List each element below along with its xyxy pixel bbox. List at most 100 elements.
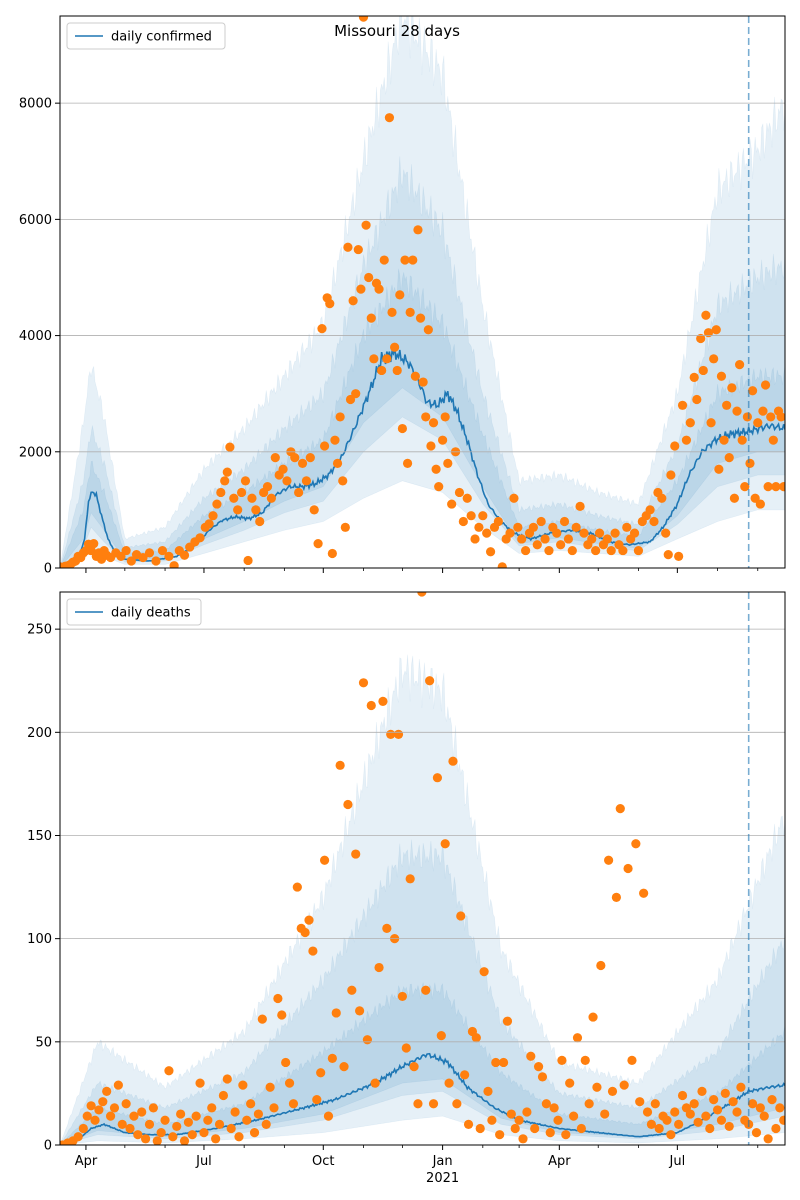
data-point bbox=[627, 1055, 637, 1065]
y-tick-label: 0 bbox=[44, 562, 52, 577]
data-point bbox=[358, 16, 369, 22]
data-point bbox=[677, 1090, 688, 1101]
data-point bbox=[580, 1055, 590, 1065]
data-point bbox=[89, 539, 99, 549]
deaths-chart: 0 50 100 150 200 250 Apr Jul Oct Jan Apr Jul 2021 dai… bbox=[27, 591, 786, 1186]
data-point bbox=[775, 1103, 785, 1113]
data-point bbox=[670, 1107, 680, 1117]
data-point bbox=[390, 342, 400, 352]
data-point bbox=[204, 519, 214, 529]
data-point bbox=[364, 272, 374, 283]
data-point bbox=[454, 487, 465, 498]
data-point bbox=[144, 548, 155, 558]
data-point bbox=[528, 522, 538, 532]
data-point bbox=[513, 522, 523, 532]
data-point bbox=[448, 756, 458, 766]
data-point bbox=[495, 1130, 505, 1140]
y-tick-label: 250 bbox=[27, 623, 52, 638]
data-point bbox=[405, 874, 415, 884]
data-point bbox=[674, 1119, 684, 1129]
data-point bbox=[317, 324, 327, 334]
data-point bbox=[117, 1119, 127, 1129]
data-point bbox=[719, 435, 729, 445]
data-point bbox=[776, 412, 785, 422]
data-point bbox=[86, 1101, 96, 1111]
data-point bbox=[218, 1090, 229, 1101]
data-point bbox=[740, 482, 750, 492]
data-point bbox=[431, 464, 441, 474]
data-point bbox=[216, 487, 226, 498]
uncertainty-band-1 bbox=[60, 16, 785, 568]
data-point bbox=[234, 1132, 244, 1142]
data-point bbox=[705, 1123, 715, 1134]
data-point bbox=[214, 1119, 225, 1129]
data-point bbox=[716, 1115, 727, 1125]
data-point bbox=[663, 550, 673, 560]
data-point bbox=[109, 1103, 120, 1113]
data-point bbox=[432, 773, 443, 783]
data-point bbox=[351, 849, 361, 859]
plot-area bbox=[60, 16, 785, 568]
data-point bbox=[249, 1128, 260, 1138]
data-point bbox=[631, 839, 641, 849]
series-line bbox=[60, 1052, 785, 1145]
data-point bbox=[742, 412, 752, 422]
data-point bbox=[226, 1123, 236, 1134]
data-point bbox=[482, 528, 492, 538]
data-point bbox=[290, 453, 300, 463]
data-point bbox=[565, 1078, 575, 1088]
data-point bbox=[552, 528, 562, 538]
data-point bbox=[281, 1057, 291, 1068]
data-point bbox=[304, 915, 314, 925]
data-point bbox=[670, 441, 680, 451]
data-point bbox=[602, 534, 612, 544]
data-point bbox=[561, 1130, 571, 1140]
legend: daily confirmed bbox=[66, 22, 226, 50]
data-point bbox=[305, 453, 315, 463]
data-point bbox=[537, 1072, 548, 1082]
data-point bbox=[642, 1107, 653, 1117]
data-point bbox=[724, 1121, 734, 1132]
data-point bbox=[615, 804, 625, 814]
data-point bbox=[366, 700, 376, 711]
data-point bbox=[594, 528, 605, 538]
data-point bbox=[506, 1109, 516, 1119]
data-point bbox=[423, 325, 433, 335]
data-point bbox=[436, 1031, 446, 1041]
data-point bbox=[569, 1111, 579, 1121]
data-point bbox=[156, 1128, 166, 1138]
data-point bbox=[549, 1103, 559, 1113]
data-point bbox=[395, 290, 405, 300]
data-point bbox=[462, 493, 472, 503]
data-point bbox=[418, 377, 428, 387]
data-point bbox=[312, 1095, 322, 1105]
data-point bbox=[421, 412, 431, 422]
data-point bbox=[397, 423, 407, 434]
data-point bbox=[246, 1099, 256, 1109]
data-point bbox=[401, 1043, 411, 1053]
plot-content bbox=[60, 16, 785, 568]
data-point bbox=[255, 516, 265, 527]
y-tick-label: 150 bbox=[27, 829, 52, 844]
data-point bbox=[701, 1111, 711, 1121]
data-point bbox=[487, 1115, 497, 1125]
x-tick-label: Jul bbox=[669, 1154, 686, 1169]
data-point bbox=[98, 1097, 108, 1107]
data-point bbox=[456, 911, 466, 921]
data-point bbox=[402, 458, 413, 469]
data-point bbox=[323, 1111, 334, 1121]
data-point bbox=[292, 882, 302, 892]
data-point bbox=[502, 1016, 513, 1026]
data-point bbox=[125, 1123, 135, 1134]
data-point bbox=[443, 458, 453, 469]
data-point bbox=[518, 1134, 528, 1144]
data-point bbox=[266, 493, 276, 503]
data-point bbox=[257, 1014, 267, 1024]
data-point bbox=[447, 499, 457, 509]
data-point bbox=[610, 528, 620, 538]
data-point bbox=[208, 511, 218, 521]
data-point bbox=[779, 482, 785, 492]
data-point bbox=[745, 458, 755, 469]
legend-label: daily confirmed bbox=[111, 30, 212, 45]
data-point bbox=[545, 1128, 555, 1138]
